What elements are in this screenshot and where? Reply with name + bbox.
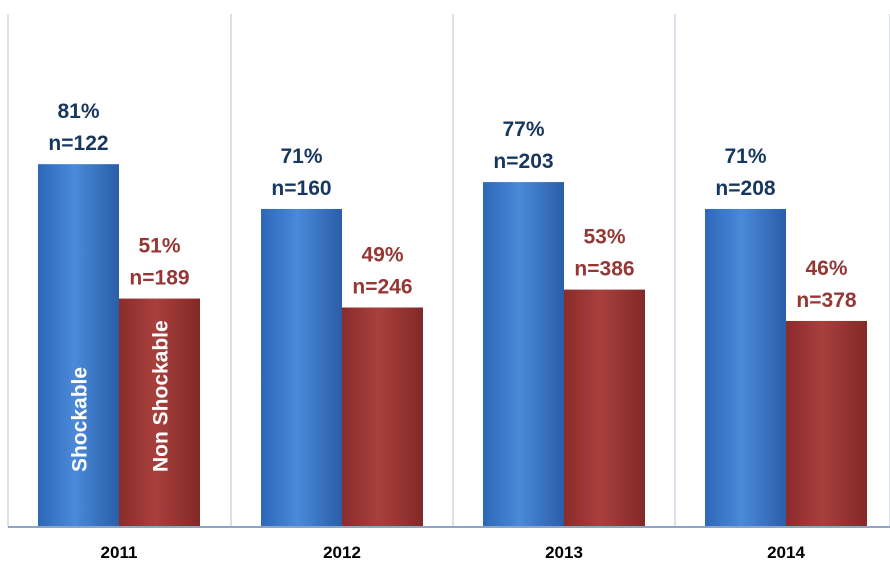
data-label-n: n=189 [129, 267, 189, 290]
legend-non-shockable: Non Shockable [150, 320, 173, 472]
data-label-n: n=246 [352, 276, 412, 299]
x-tick-label: 2013 [545, 543, 583, 562]
data-label-pct: 71% [280, 145, 322, 168]
x-tick-label: 2014 [767, 543, 805, 562]
data-label-n: n=160 [271, 177, 331, 200]
data-label-n: n=203 [493, 150, 553, 173]
x-tick-label: 2012 [323, 543, 361, 562]
data-label-pct: 49% [361, 244, 403, 267]
legend-shockable: Shockable [69, 367, 92, 472]
legend: Shockable Non Shockable [69, 320, 173, 472]
bar-shockable-2012 [261, 208, 342, 527]
bar-shockable-2011 [38, 164, 119, 527]
data-label-n: n=122 [48, 132, 108, 155]
x-tick-label: 2011 [101, 543, 138, 562]
bar-non-shockable-2012 [342, 307, 423, 527]
x-tick-labels: 2011 2012 2013 2014 [101, 543, 806, 562]
data-label-pct: 46% [805, 257, 847, 280]
bar-non-shockable-2013 [564, 289, 645, 527]
data-label-n: n=378 [796, 289, 856, 312]
data-label-n: n=386 [574, 258, 634, 281]
bar-non-shockable-2014 [786, 320, 867, 527]
bars [38, 164, 867, 528]
data-labels: 81% n=122 51% n=189 71% n=160 49% n=246 77% n=203… [48, 100, 856, 312]
data-label-pct: 51% [138, 235, 180, 258]
bar-shockable-2013 [483, 182, 564, 528]
data-label-n: n=208 [715, 177, 775, 200]
bar-non-shockable-2011 [119, 298, 200, 527]
group-dividers [7, 14, 890, 527]
data-label-pct: 71% [724, 145, 766, 168]
data-label-pct: 81% [57, 100, 99, 123]
data-label-pct: 77% [502, 118, 544, 141]
data-label-pct: 53% [583, 226, 625, 249]
bar-shockable-2014 [705, 208, 786, 527]
